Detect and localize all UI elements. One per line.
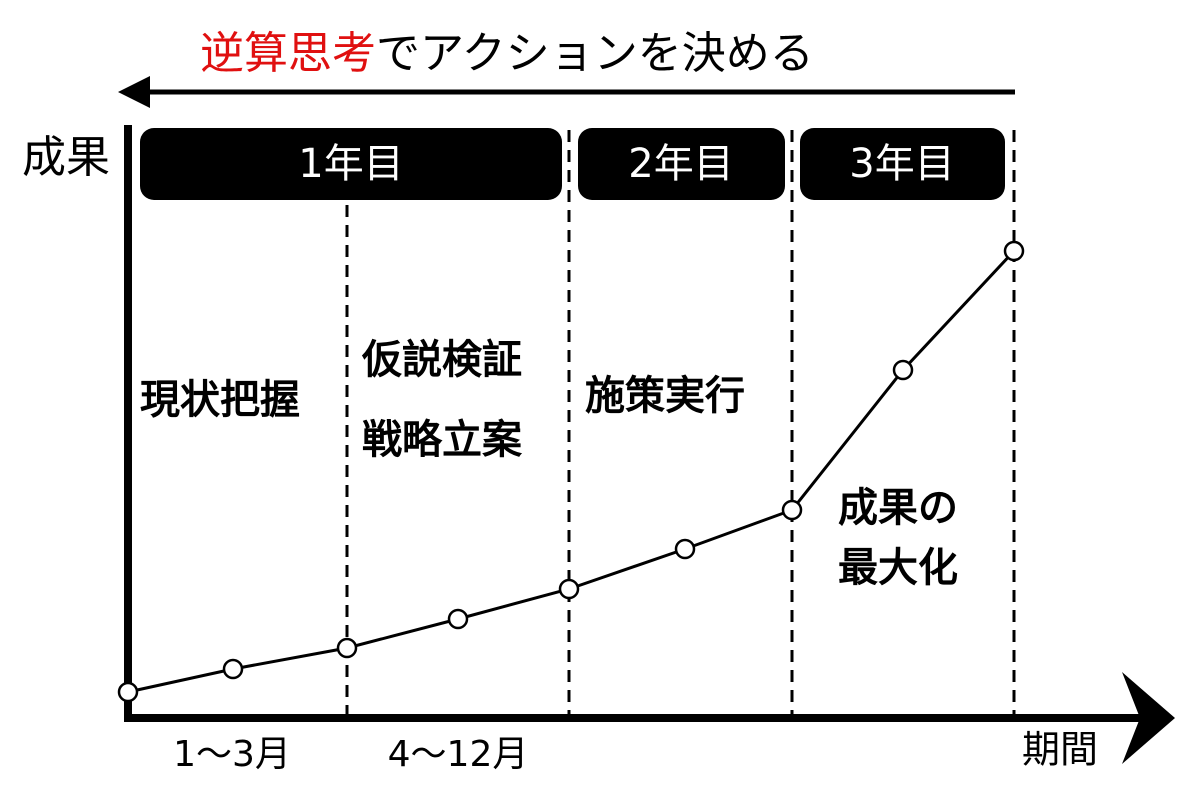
period-label: 1〜3月 [173, 734, 291, 775]
year-box [140, 128, 562, 200]
period-label: 4〜12月 [388, 734, 529, 775]
growth-points [117, 240, 1025, 703]
x-axis-label: 期間 [1022, 728, 1098, 772]
year-label: 1年目 [298, 141, 403, 187]
point [1003, 240, 1025, 262]
phase-label: 戦略立案 [362, 417, 523, 463]
y-axis-label: 成果 [22, 132, 110, 183]
point [892, 359, 914, 381]
phase-label: 施策実行 [585, 373, 745, 419]
year-box [578, 128, 785, 200]
reverse-arrowhead [118, 76, 150, 108]
year-label: 2年目 [628, 141, 733, 187]
title-rest: でアクションを決める [376, 28, 814, 79]
title: 逆算思考でアクションを決める [200, 28, 814, 79]
phase-label: 成果の [838, 485, 958, 531]
title-highlight: 逆算思考 [200, 28, 376, 79]
point [447, 608, 469, 630]
year-label: 3年目 [849, 141, 954, 187]
year-box [800, 128, 1005, 200]
phase-label: 最大化 [838, 545, 958, 591]
point [336, 637, 358, 659]
point [674, 538, 696, 560]
point [781, 499, 803, 521]
point [117, 681, 139, 703]
growth-line [127, 249, 1016, 694]
point [222, 658, 244, 680]
phase-label: 現状把握 [140, 377, 300, 423]
phase-label: 仮説検証 [361, 337, 522, 383]
x-arrowhead [1122, 672, 1175, 764]
point [558, 578, 580, 600]
